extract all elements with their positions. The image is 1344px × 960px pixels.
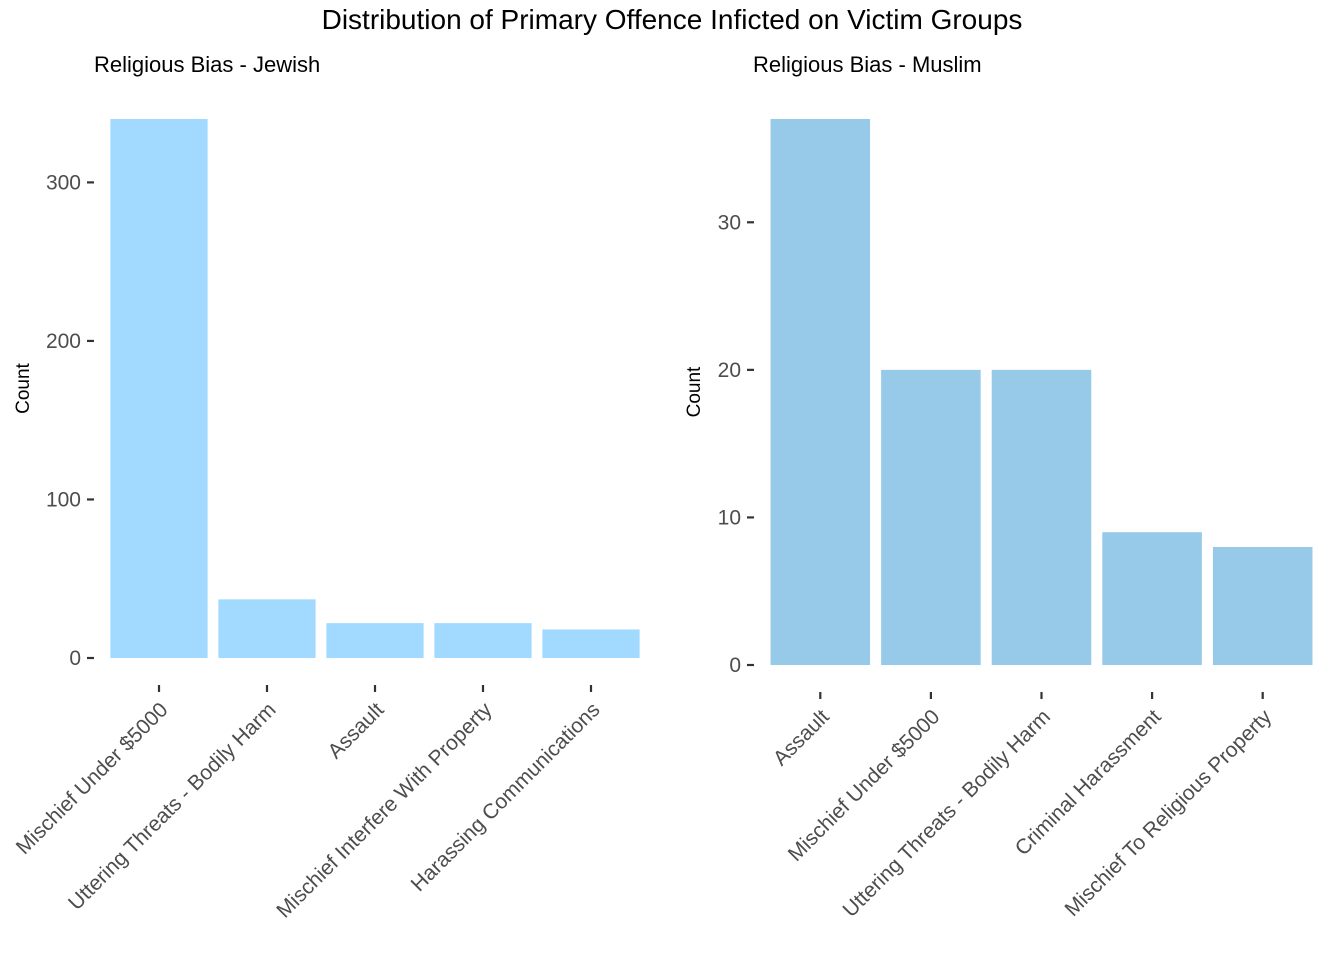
bar bbox=[1102, 532, 1202, 665]
y-tick-label: 100 bbox=[46, 488, 81, 511]
bar bbox=[110, 119, 208, 658]
bar bbox=[434, 623, 532, 658]
x-tick-label: Assault bbox=[324, 698, 389, 763]
bar bbox=[1212, 546, 1313, 665]
y-tick-label: 0 bbox=[69, 647, 81, 670]
x-tick-label: Harassing Communications bbox=[407, 698, 605, 896]
bar bbox=[542, 629, 640, 658]
y-tick-label: 300 bbox=[46, 171, 81, 194]
x-tick-label: Assault bbox=[769, 705, 834, 770]
panel-2-title: Religious Bias - Muslim bbox=[753, 52, 982, 77]
y-tick-label: 20 bbox=[718, 359, 741, 382]
x-tick-label: Uttering Threats - Bodily Harm bbox=[839, 705, 1056, 922]
x-tick-label: Mischief To Religious Property bbox=[1061, 705, 1277, 921]
figure-title: Distribution of Primary Offence Inficted… bbox=[321, 4, 1023, 35]
y-tick-label: 0 bbox=[729, 654, 741, 677]
y-tick-label: 10 bbox=[718, 506, 741, 529]
panel-1-title: Religious Bias - Jewish bbox=[94, 52, 320, 77]
x-tick-label: Mischief Interfere With Property bbox=[272, 698, 497, 923]
bar bbox=[770, 119, 871, 665]
x-tick-label: Uttering Threats - Bodily Harm bbox=[64, 698, 281, 915]
bar bbox=[881, 369, 981, 665]
y-tick-label: 30 bbox=[718, 211, 741, 234]
bar bbox=[218, 599, 316, 658]
bar bbox=[326, 623, 424, 658]
panel-1-y-axis-label: Count bbox=[13, 362, 34, 413]
panel-2-y-axis-label: Count bbox=[684, 366, 705, 417]
y-tick-label: 200 bbox=[46, 330, 81, 353]
bar bbox=[991, 369, 1092, 665]
